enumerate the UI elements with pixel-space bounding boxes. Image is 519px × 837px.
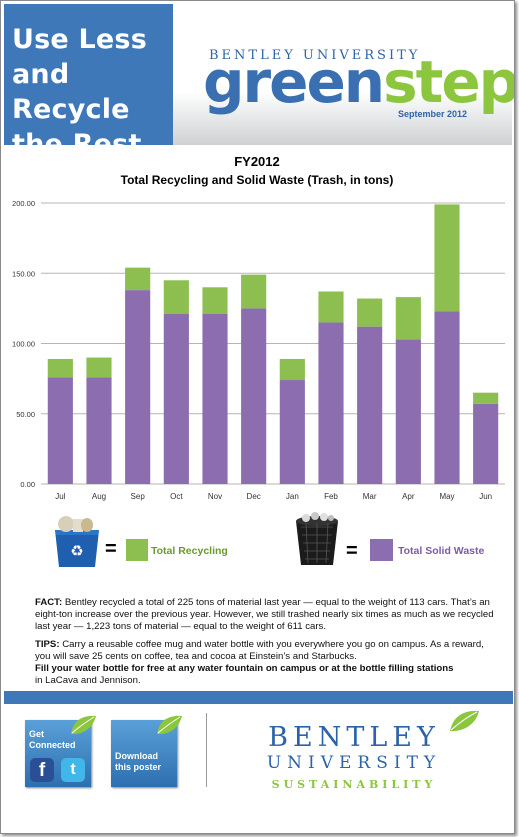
tips-lead: TIPS: [35,639,60,651]
bar-solid-waste [47,377,73,484]
fact-text: Bentley recycled a total of 225 tons of … [35,597,494,632]
x-tick-label: Apr [402,492,415,501]
fact-lead: FACT: [35,597,63,608]
legend-equals-recycling: = [105,538,117,560]
bar-solid-waste [86,377,112,484]
bar-recycling [279,358,305,381]
y-tick-label: 150.00 [12,269,35,278]
slogan-line-2: and Recycle [12,59,130,125]
download-line-2: this poster [115,762,162,772]
bar-solid-waste [163,313,189,484]
bar-recycling [86,357,112,378]
slogan-panel: Use Less and Recycle the Rest [4,4,173,160]
tips-text: Carry a reusable coffee mug and water bo… [35,639,484,663]
legend-equals-waste: = [346,540,358,562]
footer-divider-bar [4,691,513,704]
bar-solid-waste [357,326,383,484]
logo-sustainability: SUSTAINABILITY [271,778,437,791]
chart-bars [47,204,499,484]
y-axis-ticks: 0.00 50.00 100.00 150.00 200.00 [12,199,35,489]
x-tick-label: Jun [479,492,492,501]
get-connected-line-2: Connected [29,740,76,750]
chart-gridlines [41,202,505,485]
bar-solid-waste [434,311,460,484]
bar-recycling [434,204,460,312]
download-poster-button[interactable]: Download this poster [111,715,182,787]
x-tick-label: Mar [363,492,377,501]
x-tick-label: May [439,492,454,501]
y-tick-label: 100.00 [12,340,35,349]
leaf-icon [71,715,96,735]
logo-part-step: step [383,48,515,116]
bar-recycling [318,291,344,323]
legend-label-waste: Total Solid Waste [398,545,484,557]
fact-paragraph: FACT: Bentley recycled a total of 225 to… [35,597,495,632]
bar-recycling [202,287,228,314]
y-tick-label: 50.00 [16,410,35,419]
bar-solid-waste [279,380,305,484]
bar-solid-waste [395,339,421,484]
legend-label-recycling: Total Recycling [151,545,228,557]
footer-divider [206,713,207,787]
bar-recycling [125,267,151,291]
svg-text:♻: ♻ [70,542,83,560]
header: Use Less and Recycle the Rest BENTLEY UN… [1,1,514,160]
x-tick-label: Jul [55,492,65,501]
legend-swatch-waste [370,539,393,561]
chart-subtitle: Total Recycling and Solid Waste (Trash, … [121,173,394,187]
issue-date: September 2012 [398,109,468,119]
recycling-chart: FY2012 Total Recycling and Solid Waste (… [12,154,505,567]
masthead-university: BENTLEY UNIVERSITY [209,48,421,63]
y-tick-label: 0.00 [20,480,35,489]
twitter-icon[interactable]: t [61,758,85,782]
slogan-text: Use Less and Recycle the Rest [12,22,177,162]
x-tick-label: Dec [247,492,261,501]
slogan-line-3: the Rest [12,129,142,160]
logo-university: UNIVERSITY [266,753,442,773]
masthead: BENTLEY UNIVERSITY greenstep September 2… [173,4,514,145]
tips-bold: Fill your water bottle for free at any w… [35,662,454,674]
chart-title: FY2012 [234,154,280,169]
tips-paragraph: TIPS: Carry a reusable coffee mug and wa… [35,639,495,686]
facebook-icon[interactable]: f [30,758,54,782]
bar-solid-waste [241,308,267,484]
get-connected-button[interactable]: Get Connected f t [25,715,96,787]
bar-recycling [473,392,499,404]
leaf-icon [157,715,182,735]
x-tick-label: Jan [286,492,299,501]
download-line-1: Download [115,751,158,761]
greenstep-logo: greenstep [203,52,514,112]
x-tick-label: Aug [92,492,106,501]
trash-can-icon [296,512,338,565]
x-tick-label: Nov [208,492,222,501]
x-tick-label: Oct [170,492,183,501]
bar-recycling [241,274,267,309]
recycling-bin-icon: ♻ [55,516,99,567]
x-tick-label: Feb [324,492,338,501]
bentley-logo: BENTLEY UNIVERSITY SUSTAINABILITY [239,722,469,792]
tips-tail: in LaCava and Jennison. [35,674,141,686]
bar-recycling [163,280,189,314]
logo-bentley: BENTLEY [268,722,440,753]
y-tick-label: 200.00 [12,199,35,208]
legend-swatch-recycling [126,539,148,561]
bar-recycling [47,358,73,378]
bar-recycling [395,297,421,340]
bar-solid-waste [202,313,228,484]
chart-legend: ♻ = Total Recycling = Total Solid Waste [55,512,484,567]
x-tick-label: Sep [131,492,146,501]
get-connected-line-1: Get [29,729,45,739]
leaf-icon [450,710,479,732]
x-axis-ticks: Jul Aug Sep Oct Nov Dec Jan Feb Mar Apr May Jun [55,492,492,501]
bar-solid-waste [318,322,344,484]
bar-solid-waste [125,290,151,484]
bar-solid-waste [473,403,499,484]
logo-part-green: green [203,48,385,116]
slogan-line-1: Use Less [12,24,147,55]
text-block: FACT: Bentley recycled a total of 225 to… [35,597,495,694]
bar-recycling [357,298,383,327]
